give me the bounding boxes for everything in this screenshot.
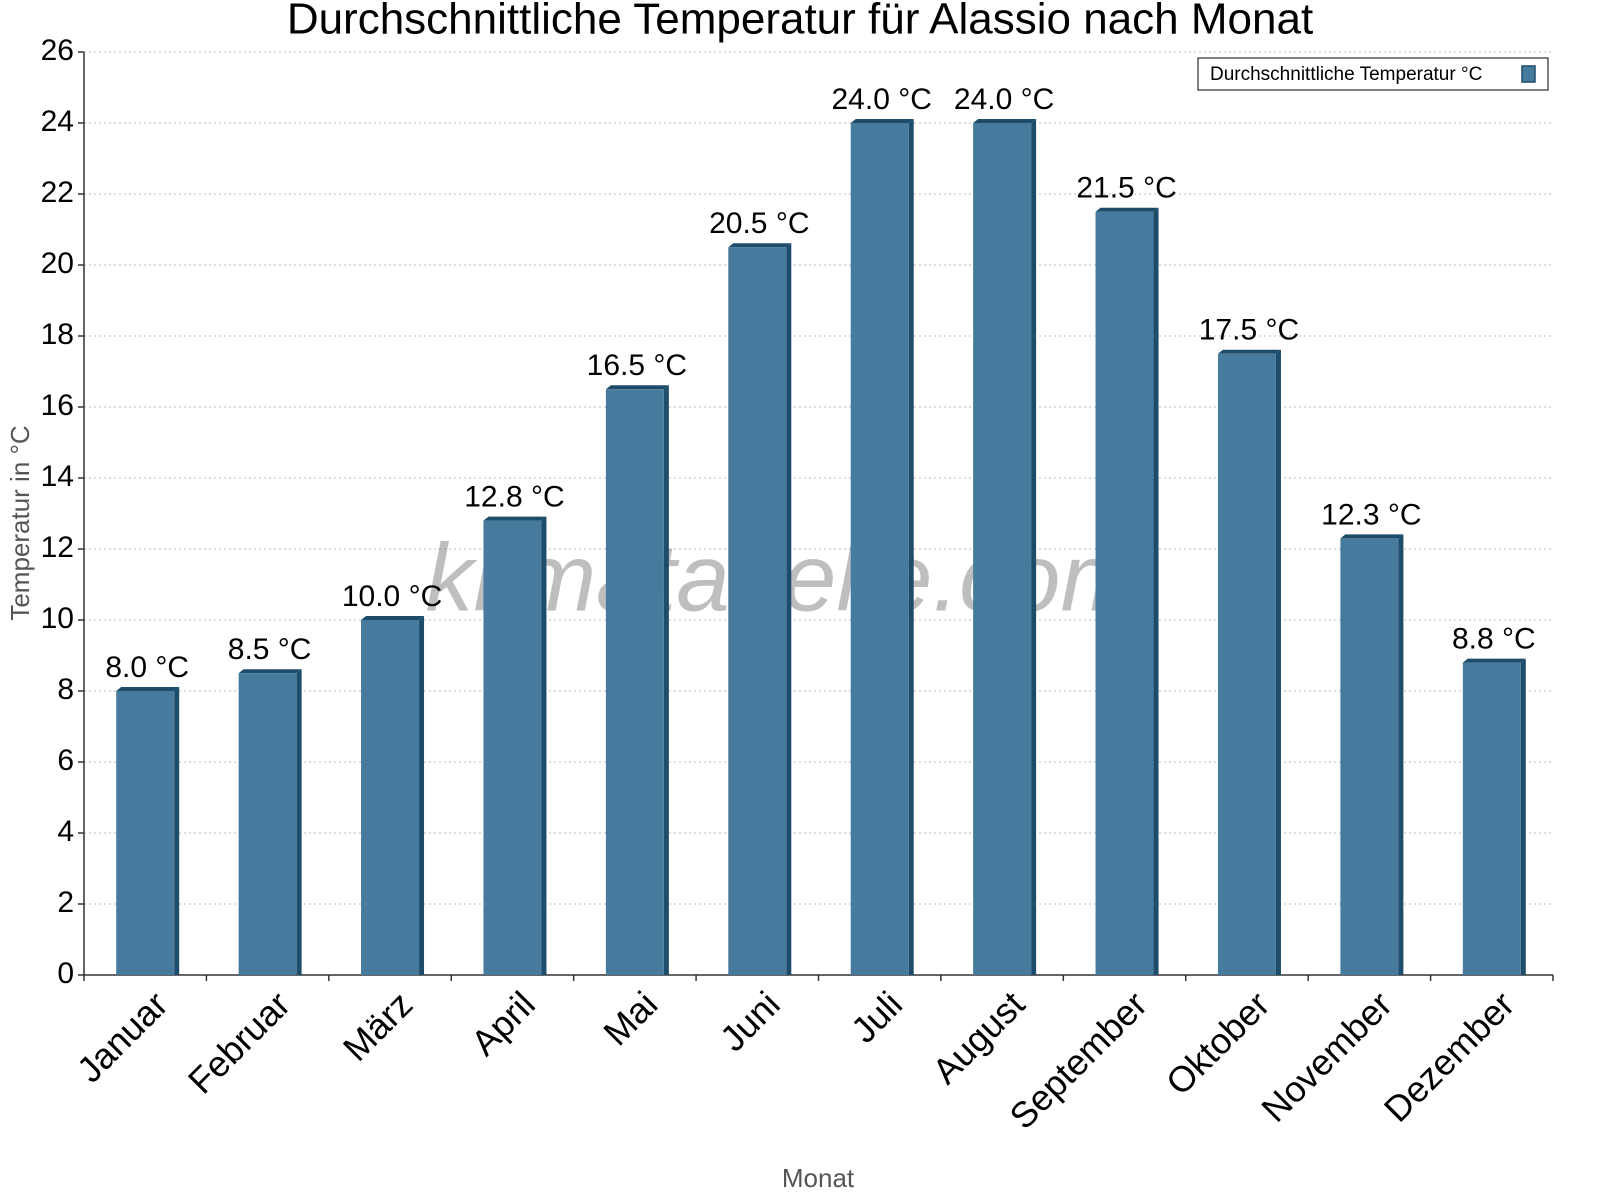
x-tick-label: März xyxy=(335,983,421,1069)
bar-top xyxy=(483,516,547,521)
bar xyxy=(850,123,909,975)
bar-side xyxy=(1520,658,1526,975)
bar-top xyxy=(361,616,425,620)
y-tick-label: 10 xyxy=(41,602,74,635)
value-label: 21.5 °C xyxy=(1076,172,1176,205)
legend-box xyxy=(1197,57,1549,91)
bar-side xyxy=(1153,207,1159,975)
value-label: 8.0 °C xyxy=(105,651,189,684)
bar-side xyxy=(541,516,547,975)
bar xyxy=(1217,353,1276,975)
bar-side xyxy=(1398,534,1404,975)
bar-top xyxy=(1340,534,1404,539)
bar-top xyxy=(1217,349,1281,354)
value-label: 20.5 °C xyxy=(709,207,809,240)
bar-top xyxy=(116,687,180,691)
x-tick-label: Januar xyxy=(69,983,176,1090)
bar xyxy=(116,691,175,975)
y-tick-label: 20 xyxy=(41,247,74,280)
value-label: 16.5 °C xyxy=(587,349,687,382)
y-tick-label: 16 xyxy=(41,389,74,422)
x-tick-label: April xyxy=(463,983,543,1063)
y-tick-label: 8 xyxy=(57,673,74,706)
y-tick-label: 26 xyxy=(41,34,74,67)
bar-side xyxy=(1275,349,1281,975)
value-label: 8.8 °C xyxy=(1452,623,1536,656)
value-label: 12.3 °C xyxy=(1321,498,1421,531)
bar-side xyxy=(1031,119,1037,975)
value-label: 24.0 °C xyxy=(954,83,1054,116)
x-tick-label: Dezember xyxy=(1376,983,1522,1129)
bar-top xyxy=(1095,207,1159,212)
x-tick-label: Juni xyxy=(712,983,788,1059)
x-tick-label: Februar xyxy=(180,983,298,1101)
y-tick-label: 0 xyxy=(57,957,74,990)
bar-top xyxy=(1462,658,1526,663)
value-label: 24.0 °C xyxy=(832,83,932,116)
bar-top xyxy=(238,669,302,674)
bar xyxy=(973,123,1032,975)
bar-side xyxy=(174,687,180,975)
value-label: 17.5 °C xyxy=(1199,314,1299,347)
bar xyxy=(728,247,787,975)
x-tick-label: August xyxy=(924,983,1032,1091)
legend-swatch xyxy=(1521,65,1536,83)
bar-side xyxy=(908,119,914,975)
y-tick-label: 18 xyxy=(41,318,74,351)
chart-title: Durchschnittliche Temperatur für Alassio… xyxy=(287,0,1313,44)
x-tick-label: Juli xyxy=(843,983,910,1050)
y-tick-label: 22 xyxy=(41,176,74,209)
value-label: 12.8 °C xyxy=(464,481,564,514)
bar xyxy=(1340,538,1399,975)
y-axis-label: Temperatur in °C xyxy=(5,425,35,620)
bar-side xyxy=(663,385,669,975)
legend-label: Durchschnittliche Temperatur °C xyxy=(1210,64,1482,85)
value-label: 8.5 °C xyxy=(228,633,312,666)
bar xyxy=(483,520,542,975)
value-label: 10.0 °C xyxy=(342,580,442,613)
bar xyxy=(361,620,420,975)
y-tick-label: 2 xyxy=(57,886,74,919)
bar-side xyxy=(786,243,792,975)
bar xyxy=(238,673,297,975)
bar-top xyxy=(605,385,669,390)
x-tick-label: Mai xyxy=(595,983,665,1053)
bar-top xyxy=(973,119,1037,123)
y-tick-label: 6 xyxy=(57,744,74,777)
bar-side xyxy=(419,616,425,975)
bar xyxy=(605,389,664,975)
bar xyxy=(1462,662,1521,975)
bar xyxy=(1095,211,1154,975)
bar-top xyxy=(728,243,792,248)
y-tick-label: 12 xyxy=(41,531,74,564)
x-tick-label: November xyxy=(1253,983,1399,1129)
x-tick-label: Oktober xyxy=(1158,983,1278,1103)
bar-top xyxy=(850,119,914,123)
y-tick-label: 24 xyxy=(41,105,74,138)
y-tick-label: 4 xyxy=(57,815,74,848)
bar-side xyxy=(296,669,302,975)
x-axis-label: Monat xyxy=(782,1163,855,1193)
y-tick-label: 14 xyxy=(41,460,74,493)
